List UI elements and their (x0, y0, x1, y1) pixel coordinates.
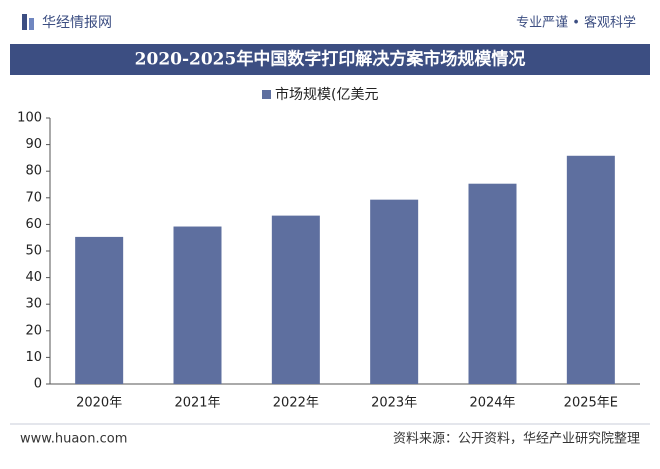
x-tick-label: 2020年 (76, 396, 122, 411)
source: 资料来源：公开资料，华经产业研究院整理 (393, 432, 640, 447)
legend-swatch (262, 90, 271, 99)
y-tick-label: 50 (25, 244, 42, 259)
y-tick-label: 60 (25, 217, 42, 232)
y-tick-label: 70 (25, 190, 42, 205)
title-bar (10, 44, 650, 75)
x-tick-label: 2023年 (371, 396, 417, 411)
y-tick-label: 20 (25, 323, 42, 338)
bar (566, 155, 615, 384)
brand: 华经情报网 (42, 15, 112, 31)
y-tick-label: 100 (17, 111, 42, 126)
y-tick-label: 0 (34, 377, 42, 392)
slogan: 专业严谨 • 客观科学 (516, 15, 636, 31)
y-tick-label: 10 (25, 350, 42, 365)
bar (173, 226, 222, 384)
y-tick-label: 90 (25, 137, 42, 152)
bar (468, 183, 517, 384)
website: www.huaon.com (20, 432, 127, 447)
y-tick-label: 40 (25, 270, 42, 285)
y-tick-label: 30 (25, 297, 42, 312)
bar (370, 199, 419, 384)
x-tick-label: 2022年 (273, 396, 319, 411)
legend-label: 市场规模(亿美元 (275, 86, 378, 103)
x-tick-label: 2024年 (469, 396, 515, 411)
bar (271, 215, 320, 384)
chart-title: 2020-2025年中国数字打印解决方案市场规模情况 (135, 49, 526, 70)
logo-bar (22, 14, 27, 30)
y-tick-label: 80 (25, 164, 42, 179)
bar (75, 236, 124, 384)
x-tick-label: 2021年 (174, 396, 220, 411)
x-tick-label: 2025年E (564, 396, 618, 411)
logo-bar (29, 18, 34, 30)
